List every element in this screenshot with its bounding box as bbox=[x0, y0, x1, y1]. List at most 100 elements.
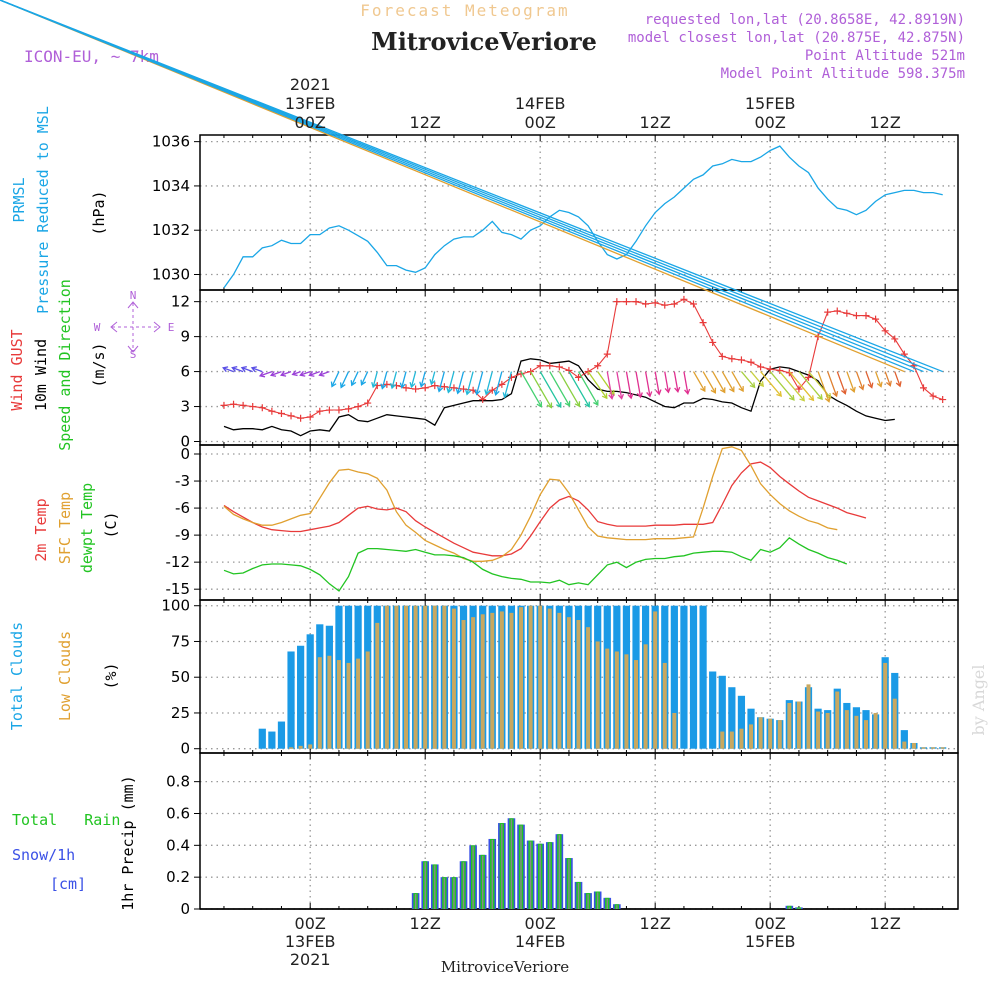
ytick-label: 1030 bbox=[152, 266, 190, 284]
wind-direction-arrow bbox=[549, 371, 571, 407]
closest-coords: model closest lon,lat (20.875E, 42.875N) bbox=[628, 30, 965, 46]
time-label-top: 12Z bbox=[640, 113, 671, 132]
gust-marker bbox=[737, 356, 745, 364]
low-cloud-bar bbox=[758, 717, 763, 749]
low-cloud-bar bbox=[854, 715, 859, 749]
total-cloud-bar bbox=[670, 605, 678, 749]
wind-arrowhead bbox=[231, 366, 238, 372]
gust-marker bbox=[479, 396, 487, 404]
credit: by Angel bbox=[969, 664, 988, 735]
wind-direction-arrow bbox=[331, 371, 340, 387]
low-cloud-bar bbox=[490, 612, 495, 749]
ytick-label: 1032 bbox=[152, 221, 190, 239]
wind-direction-arrow bbox=[779, 371, 805, 402]
ytick-label: 9 bbox=[180, 328, 190, 346]
ytick-label: -3 bbox=[175, 472, 190, 490]
wind-arrowhead bbox=[380, 383, 387, 390]
gust-marker bbox=[891, 335, 899, 343]
compass-n: N bbox=[130, 289, 137, 302]
low-cloud-bar bbox=[346, 662, 351, 749]
wind-direction-arrow bbox=[635, 371, 642, 398]
wind-arrowhead bbox=[240, 366, 247, 372]
wind-direction-arrow bbox=[760, 371, 782, 397]
wind-arrowhead bbox=[664, 387, 671, 394]
wind-arrowhead bbox=[858, 384, 865, 391]
low-cloud-bar bbox=[864, 720, 869, 749]
low-cloud-bar bbox=[289, 747, 294, 749]
wind-arrowhead bbox=[419, 381, 426, 388]
panel-0: 1030 1032 1034 1036 bbox=[152, 133, 959, 291]
gust-marker bbox=[795, 385, 803, 393]
precip-bar-core bbox=[443, 878, 446, 909]
compass-arrowheads bbox=[110, 301, 161, 353]
compass-s: S bbox=[130, 348, 137, 361]
low-cloud-bar bbox=[375, 622, 380, 749]
low-cloud-bar bbox=[806, 684, 811, 749]
wind-arrowhead bbox=[291, 370, 298, 377]
low-cloud-bar bbox=[576, 620, 581, 749]
gust-marker bbox=[258, 404, 266, 412]
compass-e: E bbox=[168, 321, 175, 334]
low-cloud-bar bbox=[423, 605, 428, 749]
wind-direction-arrow bbox=[740, 371, 756, 388]
ytick-label: -12 bbox=[166, 553, 191, 571]
total-cloud-bar bbox=[689, 605, 698, 749]
low-cloud-bar bbox=[509, 612, 514, 749]
gust-marker bbox=[939, 396, 947, 404]
wind-arrowhead bbox=[409, 382, 416, 389]
wind-direction-arrow bbox=[438, 371, 445, 392]
low-cloud-bar bbox=[835, 691, 840, 749]
wind-direction-arrow bbox=[644, 371, 651, 397]
wind-direction-arrow bbox=[568, 371, 590, 407]
wind-direction-arrow bbox=[884, 371, 891, 386]
precip-label-3: [cm] bbox=[50, 875, 86, 893]
wind-direction-arrow bbox=[894, 371, 901, 387]
wind-arrowhead bbox=[536, 401, 543, 408]
gust-line bbox=[223, 298, 943, 419]
precip-bar-core bbox=[558, 835, 561, 909]
gust-marker bbox=[632, 298, 640, 306]
time-label-top: 14FEB bbox=[515, 94, 566, 113]
wind-arrowhead bbox=[738, 386, 744, 393]
wind-direction-arrow bbox=[292, 370, 301, 376]
wind-direction-arrow bbox=[251, 367, 263, 373]
wind-direction-arrow bbox=[300, 370, 311, 376]
low-cloud-bar bbox=[796, 701, 801, 749]
gust-marker bbox=[546, 362, 554, 370]
time-label-bottom: 12Z bbox=[870, 914, 901, 933]
wind-arrowhead bbox=[895, 381, 902, 388]
wind-direction-arrow bbox=[401, 371, 407, 388]
total-cloud-bar bbox=[297, 645, 305, 749]
wind-direction-arrow bbox=[625, 371, 632, 399]
precip-bar-core bbox=[568, 859, 570, 909]
wind-direction-arrow bbox=[309, 370, 321, 376]
ytick-label: 0 bbox=[180, 900, 190, 918]
wind-arrowhead bbox=[484, 389, 491, 396]
total-cloud-bar bbox=[287, 651, 295, 749]
wind-arrowhead bbox=[849, 386, 856, 393]
gust-marker bbox=[536, 362, 544, 370]
ytick-label: 12 bbox=[171, 293, 190, 311]
low-cloud-bar bbox=[365, 651, 370, 749]
precip-bar-core bbox=[616, 905, 618, 909]
wind-arrowhead bbox=[399, 382, 406, 389]
precip-bar-core bbox=[501, 824, 503, 909]
gust-marker bbox=[440, 383, 448, 391]
temp-label-3: dewpt Temp bbox=[78, 483, 96, 573]
gust-marker bbox=[852, 312, 860, 320]
compass-cross bbox=[112, 303, 160, 352]
wind-label-2: 10m Wind bbox=[32, 339, 50, 411]
pressure-label-1: PRMSL bbox=[10, 177, 28, 222]
wind-direction-arrow bbox=[360, 371, 369, 385]
ytick-label: 50 bbox=[171, 668, 190, 686]
total-cloud-bar bbox=[709, 671, 717, 749]
low-cloud-bar bbox=[825, 712, 830, 749]
low-cloud-bar bbox=[739, 728, 744, 749]
wind-direction-arrow bbox=[539, 371, 562, 408]
ytick-label: 1036 bbox=[152, 133, 190, 151]
precip-label-1: Total Rain bbox=[12, 811, 120, 829]
gust-marker bbox=[268, 407, 276, 415]
wind-arrowhead bbox=[318, 370, 325, 377]
low-cloud-bar bbox=[519, 607, 524, 749]
